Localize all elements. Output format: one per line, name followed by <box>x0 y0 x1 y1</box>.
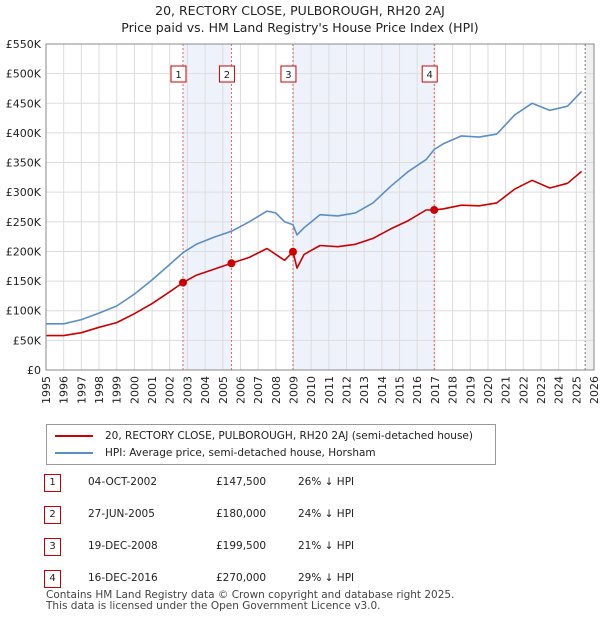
x-tick-label: 2010 <box>305 376 318 404</box>
x-tick-label: 2017 <box>429 376 442 404</box>
footer: Contains HM Land Registry data © Crown c… <box>46 590 454 612</box>
y-tick-label: £250K <box>6 216 42 229</box>
x-tick-label: 2008 <box>270 376 283 404</box>
y-tick-label: £450K <box>6 97 42 110</box>
footer-licence: This data is licensed under the Open Gov… <box>46 600 381 612</box>
sale-row: 4 16-DEC-2016 £270,000 29% ↓ HPI <box>44 570 404 588</box>
x-tick-label: 1998 <box>93 376 106 404</box>
sale-marker-badge: 4 <box>44 570 61 588</box>
x-tick-label: 2007 <box>252 376 265 404</box>
series-line <box>46 170 583 337</box>
sale-marker-label: 2 <box>224 70 230 81</box>
chart-title: 20, RECTORY CLOSE, PULBOROUGH, RH20 2AJ <box>155 3 445 18</box>
sale-price: £180,000 <box>216 508 267 520</box>
legend-item-hpi: HPI: Average price, semi-detached house,… <box>55 445 376 461</box>
x-tick-label: 2006 <box>234 376 247 404</box>
legend-item-property: 20, RECTORY CLOSE, PULBOROUGH, RH20 2AJ … <box>55 428 473 444</box>
chart-title-block: 20, RECTORY CLOSE, PULBOROUGH, RH20 2AJ … <box>0 2 600 36</box>
y-tick-label: £200K <box>6 245 42 258</box>
sale-price: £270,000 <box>216 572 267 584</box>
y-tick-label: £400K <box>6 127 42 140</box>
sale-hpi-diff: 29% ↓ HPI <box>298 572 355 584</box>
sale-price: £147,500 <box>216 476 267 488</box>
sale-hpi-diff: 24% ↓ HPI <box>298 508 355 520</box>
sale-point <box>288 247 297 256</box>
y-tick-label: £350K <box>6 157 42 170</box>
x-tick-label: 2016 <box>411 376 424 404</box>
x-tick-label: 2011 <box>323 376 336 404</box>
legend-swatch-property <box>55 435 93 437</box>
sale-marker-box <box>218 65 235 83</box>
sale-date: 19-DEC-2008 <box>88 540 158 552</box>
x-tick-label: 2004 <box>199 376 212 404</box>
sale-row: 1 04-OCT-2002 £147,500 26% ↓ HPI <box>44 474 404 492</box>
y-tick-label: £100K <box>6 305 42 318</box>
sale-hpi-diff: 21% ↓ HPI <box>298 540 355 552</box>
sale-marker-box <box>421 65 438 83</box>
x-tick-label: 2000 <box>128 376 141 404</box>
sale-marker-badge: 3 <box>44 538 61 556</box>
x-tick-label: 2002 <box>164 376 177 404</box>
x-tick-label: 2003 <box>181 376 194 404</box>
sale-marker-label: 1 <box>175 70 181 81</box>
sale-row: 2 27-JUN-2005 £180,000 24% ↓ HPI <box>44 506 404 524</box>
shaded-region <box>183 44 232 370</box>
y-tick-label: £500K <box>6 68 42 81</box>
x-tick-label: 2018 <box>447 376 460 404</box>
y-tick-label: £150K <box>6 275 42 288</box>
x-tick-label: 2014 <box>376 376 389 404</box>
sale-date: 27-JUN-2005 <box>88 508 155 520</box>
x-tick-label: 2021 <box>500 376 513 404</box>
y-tick-label: £550K <box>6 38 42 51</box>
sale-marker-badge: 2 <box>44 506 61 524</box>
x-tick-label: 2026 <box>588 376 600 404</box>
sale-point <box>179 278 187 287</box>
footer-copyright: Contains HM Land Registry data © Crown c… <box>46 589 455 601</box>
legend-label-hpi: HPI: Average price, semi-detached house,… <box>105 447 376 459</box>
sale-row: 3 19-DEC-2008 £199,500 21% ↓ HPI <box>44 538 404 556</box>
sale-point <box>227 259 236 268</box>
x-tick-label: 2019 <box>464 376 477 404</box>
plot-border <box>45 43 595 371</box>
sale-marker-label: 3 <box>285 70 291 81</box>
x-tick-label: 2012 <box>341 376 354 404</box>
x-tick-label: 1996 <box>58 376 71 404</box>
sale-marker-box <box>280 65 297 83</box>
sale-point <box>430 205 439 214</box>
sale-date: 16-DEC-2016 <box>88 572 158 584</box>
legend-swatch-hpi <box>55 452 93 454</box>
x-tick-label: 2009 <box>287 376 300 404</box>
x-tick-label: 2015 <box>394 376 407 404</box>
series-line <box>46 90 583 325</box>
sale-date: 04-OCT-2002 <box>88 476 157 488</box>
x-tick-label: 1997 <box>75 376 88 404</box>
y-tick-label: £300K <box>6 186 42 199</box>
shaded-region <box>292 44 435 370</box>
x-tick-label: 2025 <box>570 376 583 404</box>
y-tick-label: £50K <box>13 334 42 347</box>
x-tick-label: 2024 <box>553 376 566 404</box>
x-tick-label: 2001 <box>146 376 159 404</box>
chart-subtitle: Price paid vs. HM Land Registry's House … <box>121 20 479 35</box>
x-tick-label: 2022 <box>517 376 530 404</box>
x-tick-label: 1999 <box>111 376 124 404</box>
y-tick-label: £0 <box>27 364 41 377</box>
x-tick-label: 2020 <box>482 376 495 404</box>
sale-price: £199,500 <box>216 540 267 552</box>
sale-marker-box <box>170 65 187 83</box>
x-tick-label: 2005 <box>217 376 230 404</box>
sale-hpi-diff: 26% ↓ HPI <box>298 476 355 488</box>
forecast-region <box>585 44 594 370</box>
x-tick-label: 2013 <box>358 376 371 404</box>
x-tick-label: 2023 <box>535 376 548 404</box>
price-chart: 1 2 3 4 £0 £50K £100K £150K £200K £250K £300K £350K… <box>6 38 600 404</box>
legend: 20, RECTORY CLOSE, PULBOROUGH, RH20 2AJ … <box>46 424 496 465</box>
sale-marker-badge: 1 <box>44 474 61 492</box>
x-tick-label: 1995 <box>40 376 53 404</box>
legend-label-property: 20, RECTORY CLOSE, PULBOROUGH, RH20 2AJ … <box>105 430 473 442</box>
sale-marker-label: 4 <box>427 70 433 81</box>
